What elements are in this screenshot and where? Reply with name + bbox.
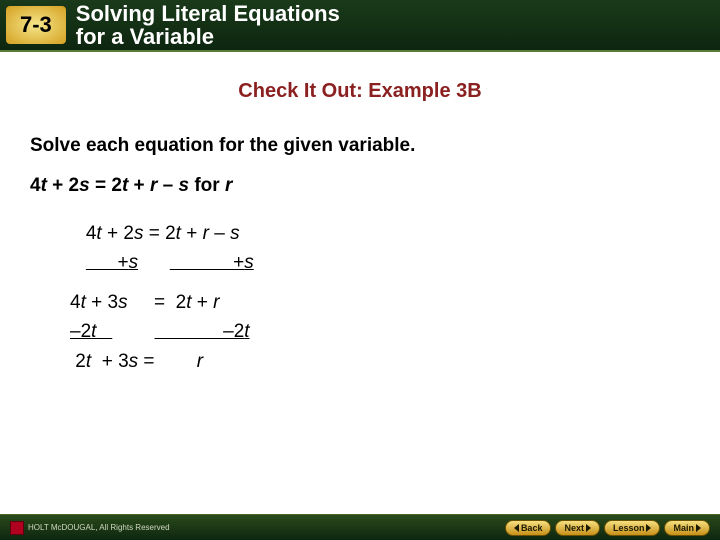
chevron-right-icon [696,524,701,532]
copyright-text: HOLT McDOUGAL, All Rights Reserved [28,523,170,532]
p-eq: = 2 [90,175,122,196]
w3c: + 3 [86,292,118,313]
work-line-1: 4t + 2s = 2t + r – s [70,219,690,248]
work-line-2: +s +s [70,248,690,277]
nav-buttons: Back Next Lesson Main [505,520,710,536]
w3e: = 2 [128,292,187,313]
w1a: 4 [86,223,97,244]
chevron-left-icon [514,524,519,532]
w3a: 4 [70,292,81,313]
chevron-right-icon [586,524,591,532]
next-button[interactable]: Next [555,520,600,536]
w4d: t [244,321,249,342]
work-line-3: 4t + 3s = 2t + r [70,288,690,317]
w4c: –2 [155,321,245,342]
spacer-1 [70,278,690,288]
w3g: + [192,292,214,313]
p-plus1: + 2 [47,175,79,196]
w2b: s [129,252,139,273]
w1c: + 2 [102,223,134,244]
w3h: r [213,292,219,313]
w4a: –2 [70,321,91,342]
lesson-label: Lesson [613,523,645,533]
copyright: HOLT McDOUGAL, All Rights Reserved [10,521,170,535]
main-label: Main [673,523,694,533]
header-title: Solving Literal Equations for a Variable [76,2,340,48]
w5e: = [138,351,197,372]
subtitle: Check It Out: Example 3B [30,80,690,103]
p-var-s2: s [178,175,189,196]
w2c: + [170,252,244,273]
w2a: + [86,252,129,273]
lesson-button[interactable]: Lesson [604,520,661,536]
section-badge: 7-3 [6,6,66,44]
p-for: for [189,175,225,196]
p-minus: – [157,175,178,196]
footer-bar: HOLT McDOUGAL, All Rights Reserved Back … [0,514,720,540]
w2d: s [244,252,254,273]
w1g: + [181,223,203,244]
title-line1: Solving Literal Equations [76,1,340,26]
w5c: + 3 [91,351,129,372]
back-label: Back [521,523,543,533]
p-solve-var: r [225,175,232,196]
w1d: s [134,223,144,244]
publisher-logo-icon [10,521,24,535]
w5f: r [197,351,203,372]
work-line-4: –2t –2t [70,317,690,346]
w1j: s [230,223,240,244]
title-line2: for a Variable [76,24,214,49]
p-plus2: + [128,175,150,196]
w4b: t [91,321,96,342]
back-button[interactable]: Back [505,520,552,536]
problem-statement: 4t + 2s = 2t + r – s for r [30,175,690,197]
w5d: s [129,351,139,372]
instruction: Solve each equation for the given variab… [30,135,690,157]
w1i: – [209,223,230,244]
p-var-s1: s [79,175,90,196]
main-button[interactable]: Main [664,520,710,536]
w5a: 2 [70,351,86,372]
work-area: 4t + 2s = 2t + r – s +s +s 4t + 3s = 2t … [30,219,690,376]
header-bar: 7-3 Solving Literal Equations for a Vari… [0,0,720,52]
w1e: = 2 [143,223,175,244]
next-label: Next [564,523,584,533]
w3d: s [118,292,128,313]
chevron-right-icon [646,524,651,532]
p-lhs: 4 [30,175,41,196]
work-line-5: 2t + 3s = r [70,347,690,376]
content-area: Check It Out: Example 3B Solve each equa… [0,52,720,376]
